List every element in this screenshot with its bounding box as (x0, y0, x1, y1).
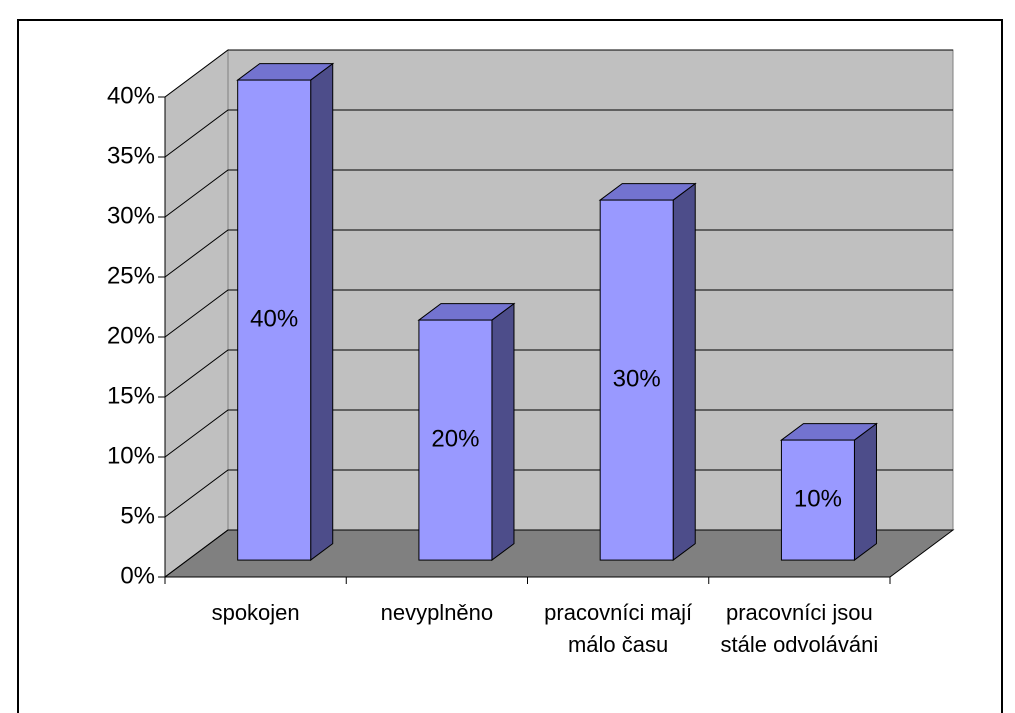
y-tick-label: 10% (107, 442, 155, 469)
bar-side (491, 302, 515, 562)
x-tick-label: spokojen (211, 600, 300, 625)
bar (418, 319, 493, 561)
bar-side (672, 182, 696, 562)
bar-side (853, 422, 877, 562)
y-tick-label: 30% (107, 202, 155, 229)
grid-line (164, 409, 953, 458)
y-tick-label: 40% (107, 82, 155, 109)
data-label: 20% (431, 425, 479, 452)
y-tick-label: 25% (107, 262, 155, 289)
data-label: 30% (613, 365, 661, 392)
bar (237, 79, 312, 561)
x-tick-label: pracovníci mají málo času (544, 600, 693, 657)
grid-line (164, 109, 953, 158)
y-tick-label: 20% (107, 322, 155, 349)
grid-line (164, 49, 953, 98)
y-tick-label: 0% (120, 562, 155, 589)
frame (17, 19, 1003, 713)
grid-line (164, 229, 953, 278)
x-tick-label: pracovníci jsou stále odvoláváni (720, 600, 879, 657)
grid-line (164, 169, 953, 218)
grid-line (164, 289, 953, 338)
y-tick-label: 5% (120, 502, 155, 529)
bar (780, 439, 855, 561)
x-tick-label: nevyplněno (380, 600, 494, 625)
data-label: 10% (794, 485, 842, 512)
bar (599, 199, 674, 561)
grid-line (164, 469, 953, 518)
grid-line (164, 529, 953, 578)
y-tick-label: 35% (107, 142, 155, 169)
bar-side (310, 62, 334, 562)
grid-line (164, 349, 953, 398)
data-label: 40% (250, 305, 298, 332)
y-tick-label: 15% (107, 382, 155, 409)
